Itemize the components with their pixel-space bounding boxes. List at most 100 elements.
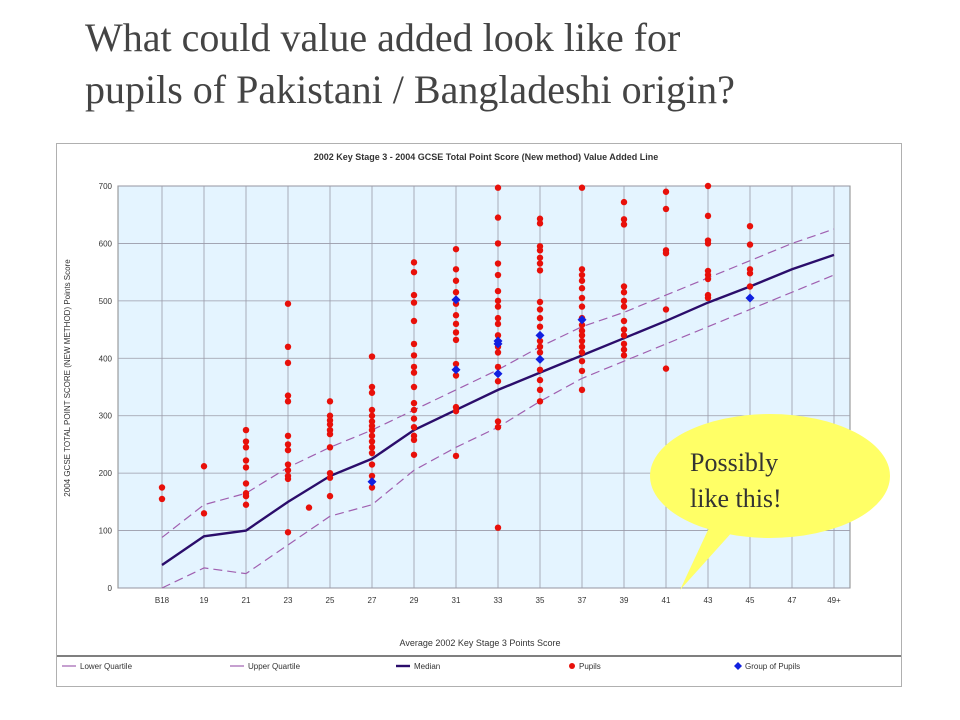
pupil-point — [494, 240, 502, 247]
pupil-point — [494, 363, 502, 371]
speech-bubble — [650, 414, 890, 590]
pupil-point — [242, 426, 250, 434]
pupil-point — [326, 444, 334, 451]
group-of-pupils-point — [451, 295, 461, 305]
pupil-point — [284, 529, 292, 536]
pupil-point — [536, 337, 544, 345]
pupil-point — [410, 436, 418, 444]
x-tick-label: 47 — [788, 596, 797, 605]
pupil-point — [368, 449, 376, 457]
group-of-pupils-point — [367, 477, 377, 487]
pupil-point — [305, 504, 313, 511]
pupil-point — [284, 432, 292, 440]
pupil-point — [578, 367, 586, 375]
pupil-point — [326, 492, 334, 500]
pupil-point — [410, 383, 418, 391]
pupil-point — [452, 320, 460, 328]
pupil-point — [662, 365, 670, 372]
pupil-point — [410, 415, 418, 422]
group-of-pupils-point — [577, 315, 587, 325]
pupil-point — [452, 266, 460, 273]
pupil-point — [410, 291, 418, 299]
pupil-point — [620, 346, 628, 353]
legend-label: Upper Quartile — [248, 662, 301, 671]
slide-title: What could value added look like for pup… — [85, 12, 945, 116]
pupil-point — [410, 268, 418, 276]
upper-quartile-line — [161, 228, 835, 538]
pupil-point — [368, 418, 376, 425]
pupil-point — [536, 220, 544, 227]
x-tick-label: 27 — [368, 596, 377, 605]
pupil-point — [410, 352, 418, 359]
x-tick-label: B18 — [155, 596, 170, 605]
group-of-pupils-point — [451, 365, 461, 375]
x-axis-label: Average 2002 Key Stage 3 Points Score — [400, 638, 561, 648]
pupil-point — [536, 254, 544, 261]
y-tick-label: 600 — [99, 239, 113, 248]
pupil-point — [578, 337, 586, 345]
pupil-point — [410, 363, 418, 371]
pupil-point — [494, 260, 502, 267]
group-of-pupils-point — [493, 369, 503, 379]
pupil-point — [578, 327, 586, 334]
x-tick-label: 21 — [242, 596, 251, 605]
pupil-point — [410, 399, 418, 407]
pupil-point — [620, 216, 628, 223]
pupil-point — [536, 366, 544, 373]
chart-title: 2002 Key Stage 3 - 2004 GCSE Total Point… — [314, 152, 659, 162]
pupil-point — [578, 386, 586, 394]
pupil-point — [242, 444, 250, 451]
pupil-point — [284, 441, 292, 448]
median-line — [161, 253, 835, 567]
pupil-point — [410, 451, 418, 458]
x-tick-label: 41 — [662, 596, 671, 605]
pupil-point — [242, 438, 250, 445]
pupil-point — [746, 270, 754, 277]
pupil-point — [410, 299, 418, 306]
x-tick-label: 45 — [746, 596, 755, 605]
pupil-point — [284, 467, 292, 474]
legend-label: Lower Quartile — [80, 662, 133, 671]
pupil-point — [368, 484, 376, 491]
pupil-point — [368, 438, 376, 445]
legend-label: Median — [414, 662, 440, 671]
pupil-point — [410, 424, 418, 431]
pupil-point — [326, 412, 334, 419]
pupil-point — [536, 215, 544, 222]
legend-swatch — [734, 662, 742, 670]
pupil-point — [242, 501, 250, 508]
x-tick-label: 43 — [704, 596, 713, 605]
pupil-point — [578, 277, 586, 284]
pupil-point — [494, 424, 502, 431]
pupil-point — [284, 475, 292, 483]
pupil-point — [410, 317, 418, 325]
pupil-point — [242, 464, 250, 471]
pupil-point — [242, 457, 250, 464]
pupil-point — [578, 266, 586, 273]
pupil-point — [536, 314, 544, 322]
pupil-point — [452, 289, 460, 296]
pupil-point — [368, 406, 376, 414]
pupil-point — [452, 336, 460, 344]
pupil-point — [284, 359, 292, 367]
pupil-point — [536, 376, 544, 384]
pupil-point — [578, 321, 586, 329]
pupil-point — [284, 446, 292, 454]
pupil-point — [326, 430, 334, 438]
pupil-point — [494, 524, 502, 531]
pupil-point — [620, 340, 628, 348]
pupil-point — [536, 386, 544, 394]
x-tick-label: 31 — [452, 596, 461, 605]
pupil-point — [578, 343, 586, 350]
pupil-point — [284, 343, 292, 350]
pupil-point — [662, 188, 670, 195]
group-of-pupils-point — [535, 354, 545, 364]
pupil-point — [536, 267, 544, 274]
group-of-pupils-point — [493, 339, 503, 349]
pupil-point — [494, 214, 502, 221]
x-tick-label: 19 — [200, 596, 209, 605]
pupil-point — [578, 332, 586, 339]
pupil-point — [452, 277, 460, 284]
pupil-point — [620, 303, 628, 310]
legend-label: Pupils — [579, 662, 601, 671]
